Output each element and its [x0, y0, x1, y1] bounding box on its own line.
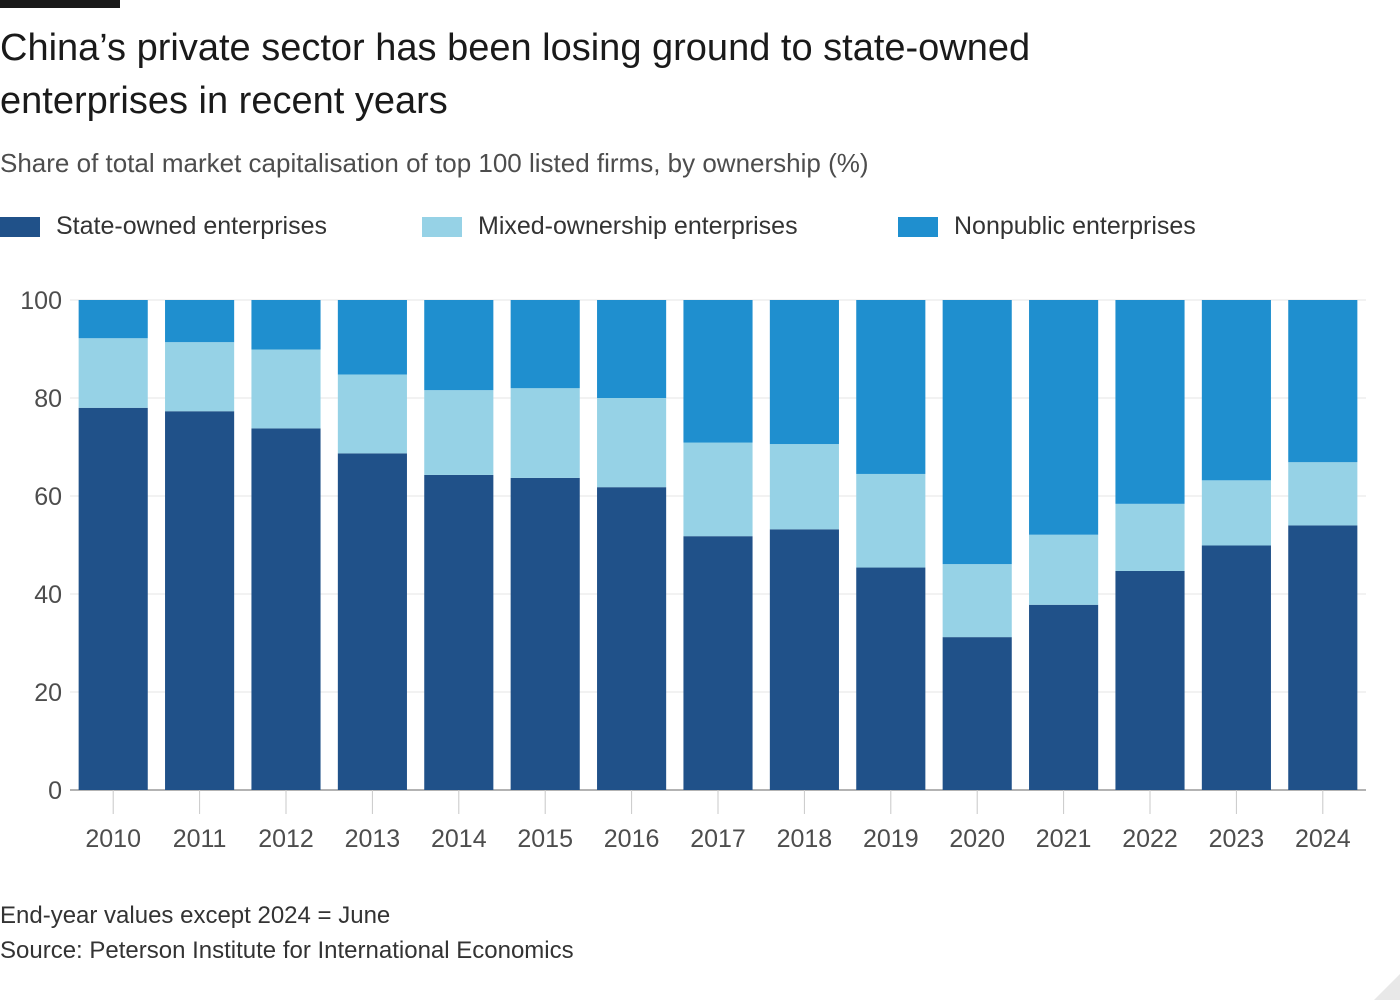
- legend-item-mixed-ownership: Mixed-ownership enterprises: [422, 212, 798, 241]
- chart-subtitle: Share of total market capitalisation of …: [0, 148, 869, 178]
- bar-2010-nonpublic: [78, 300, 148, 339]
- bar-2016-state-owned: [597, 487, 667, 790]
- legend-label-mixed-ownership: Mixed-ownership enterprises: [478, 212, 798, 240]
- bar-2015-nonpublic: [510, 300, 580, 389]
- top-rule: [0, 0, 120, 8]
- bar-2010-state-owned: [78, 407, 148, 790]
- bar-2017-mixed-ownership: [683, 442, 753, 537]
- bar-2016-mixed-ownership: [597, 398, 667, 488]
- x-tick-label-2016: 2016: [604, 825, 660, 853]
- x-tick-label-2020: 2020: [949, 825, 1005, 853]
- bar-2021-state-owned: [1029, 604, 1099, 790]
- x-tick-label-2013: 2013: [345, 825, 401, 853]
- bar-2010-mixed-ownership: [78, 338, 148, 408]
- bar-2022-mixed-ownership: [1115, 503, 1185, 571]
- bar-2017-state-owned: [683, 536, 753, 790]
- x-tick-label-2018: 2018: [777, 825, 833, 853]
- legend-label-state-owned: State-owned enterprises: [56, 212, 327, 240]
- legend-item-state-owned: State-owned enterprises: [0, 212, 327, 241]
- y-tick-label-40: 40: [34, 581, 62, 609]
- bar-2022-nonpublic: [1115, 300, 1185, 504]
- x-tick-label-2024: 2024: [1295, 825, 1351, 853]
- bar-2020-state-owned: [942, 637, 1012, 790]
- bar-2011-mixed-ownership: [165, 342, 235, 412]
- bar-2012-state-owned: [251, 428, 321, 790]
- bar-2016-nonpublic: [597, 300, 667, 398]
- bar-2018-state-owned: [769, 529, 839, 790]
- bar-2013-state-owned: [337, 453, 407, 790]
- bar-2013-mixed-ownership: [337, 374, 407, 454]
- legend-swatch-mixed-ownership: [422, 216, 462, 237]
- x-tick-label-2021: 2021: [1036, 825, 1092, 853]
- bar-2024-nonpublic: [1288, 300, 1358, 463]
- bar-2015-mixed-ownership: [510, 388, 580, 478]
- bar-2019-nonpublic: [856, 300, 926, 474]
- legend-swatch-nonpublic: [898, 216, 938, 237]
- legend-item-nonpublic: Nonpublic enterprises: [898, 212, 1196, 241]
- y-tick-label-20: 20: [34, 679, 62, 707]
- bar-2013-nonpublic: [337, 300, 407, 375]
- legend-swatch-state-owned: [0, 216, 40, 237]
- bar-2014-nonpublic: [424, 300, 494, 391]
- y-tick-label-80: 80: [34, 385, 62, 413]
- bar-2022-state-owned: [1115, 570, 1185, 790]
- bar-2023-mixed-ownership: [1201, 480, 1271, 546]
- bar-2014-mixed-ownership: [424, 390, 494, 475]
- bar-2014-state-owned: [424, 474, 494, 790]
- bar-2015-state-owned: [510, 477, 580, 790]
- bar-2012-nonpublic: [251, 300, 321, 350]
- x-tick-label-2010: 2010: [85, 825, 141, 853]
- bar-2011-nonpublic: [165, 300, 235, 343]
- bar-2018-mixed-ownership: [769, 444, 839, 530]
- bar-2019-state-owned: [856, 567, 926, 790]
- bar-2023-state-owned: [1201, 545, 1271, 790]
- y-tick-label-0: 0: [48, 777, 62, 805]
- x-tick-label-2015: 2015: [517, 825, 573, 853]
- x-tick-label-2023: 2023: [1209, 825, 1265, 853]
- bar-2021-nonpublic: [1029, 300, 1099, 535]
- chart-title: China’s private sector has been losing g…: [0, 27, 1031, 122]
- y-tick-label-100: 100: [20, 287, 62, 315]
- bar-2020-nonpublic: [942, 300, 1012, 565]
- footer: End-year values except 2024 = June Sourc…: [0, 898, 574, 968]
- bar-2023-nonpublic: [1201, 300, 1271, 481]
- bar-2019-mixed-ownership: [856, 473, 926, 568]
- x-tick-label-2011: 2011: [173, 825, 227, 853]
- bar-2018-nonpublic: [769, 300, 839, 445]
- bar-2024-mixed-ownership: [1288, 462, 1358, 526]
- bar-2024-state-owned: [1288, 525, 1358, 790]
- bar-2020-mixed-ownership: [942, 564, 1012, 638]
- bar-2011-state-owned: [165, 411, 235, 790]
- y-tick-label-60: 60: [34, 483, 62, 511]
- x-tick-label-2014: 2014: [431, 825, 487, 853]
- bar-2017-nonpublic: [683, 300, 753, 443]
- footer-source: Source: Peterson Institute for Internati…: [0, 937, 574, 964]
- x-tick-label-2017: 2017: [690, 825, 746, 853]
- x-tick-label-2012: 2012: [258, 825, 314, 853]
- legend-label-nonpublic: Nonpublic enterprises: [954, 212, 1196, 240]
- footer-note: End-year values except 2024 = June: [0, 902, 391, 929]
- bar-2021-mixed-ownership: [1029, 534, 1099, 605]
- x-tick-label-2019: 2019: [863, 825, 919, 853]
- corner-fold: [1374, 974, 1400, 1000]
- bar-2012-mixed-ownership: [251, 349, 321, 429]
- x-tick-label-2022: 2022: [1122, 825, 1178, 853]
- stacked-bar-chart: 0 20 40 60 80 100 2010 2011 2012 2013 2014 2015 2016…: [20, 287, 1366, 853]
